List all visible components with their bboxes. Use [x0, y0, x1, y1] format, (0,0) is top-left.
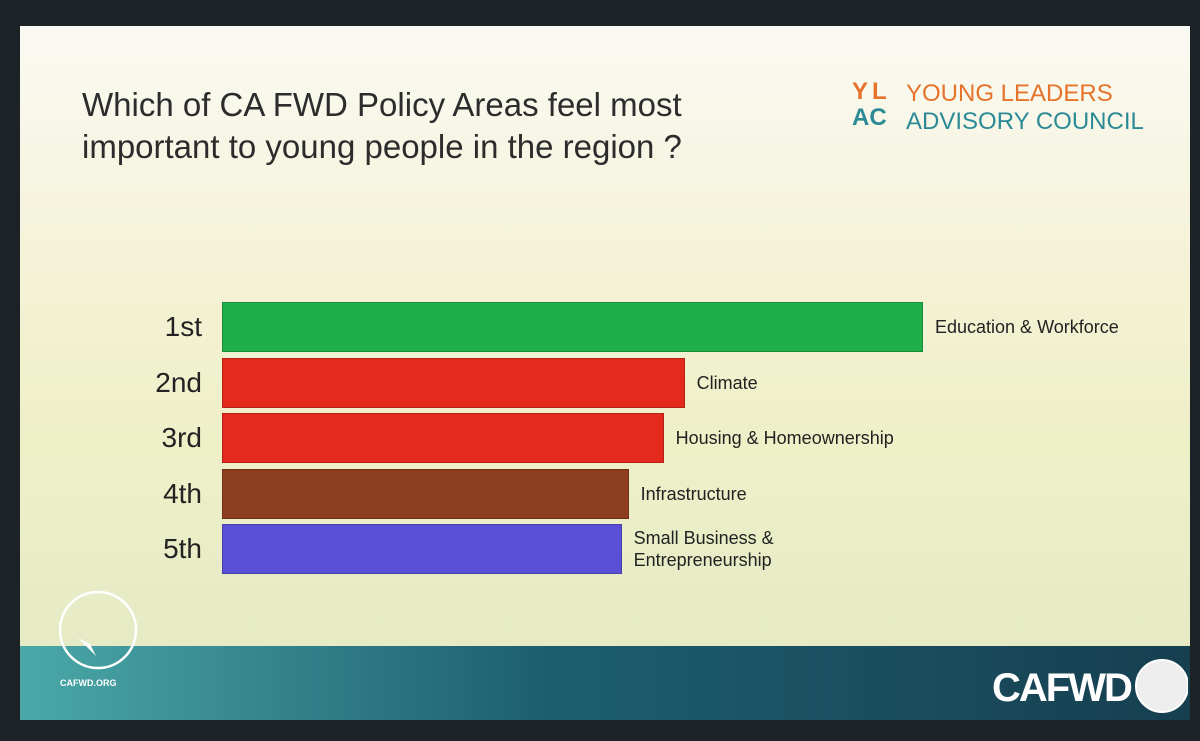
y-tick-label: 1st [164, 311, 202, 342]
y-tick-label: 3rd [161, 422, 202, 453]
footer-band [20, 646, 1190, 720]
bar [222, 413, 664, 463]
y-tick-label: 5th [163, 533, 202, 564]
bar-label: Small Business & Entrepreneurship [633, 528, 774, 570]
y-tick-label: 2nd [155, 366, 202, 398]
chart: 1st Education & Workforce 2nd Climate 3rd Hou… [20, 26, 1190, 646]
slide: Which of CA FWD Policy Areas feel most i… [20, 26, 1190, 720]
bar-label: Infrastructure [640, 483, 747, 504]
chart-title: Which of CA FWD Policy Areas feel most i… [82, 86, 682, 165]
bar [222, 468, 629, 519]
bar [222, 524, 622, 574]
bar-label: Climate [696, 372, 758, 393]
y-tick-label: 4th [163, 477, 202, 509]
site-url: CAFWD.ORG [60, 678, 117, 688]
bar [222, 357, 685, 408]
footer-logo: CAFWD [992, 666, 1133, 710]
org-name: YOUNG LEADERS [906, 80, 1113, 107]
bar-label: Education & Workforce [935, 317, 1119, 337]
bar [222, 302, 923, 352]
org-name: ADVISORY COUNCIL [906, 108, 1144, 135]
logo-mark: AC [852, 104, 887, 131]
bar-label: Housing & Homeownership [675, 428, 894, 448]
logo-mark: YL [852, 78, 891, 105]
seal [58, 590, 138, 670]
seal [1135, 659, 1188, 713]
